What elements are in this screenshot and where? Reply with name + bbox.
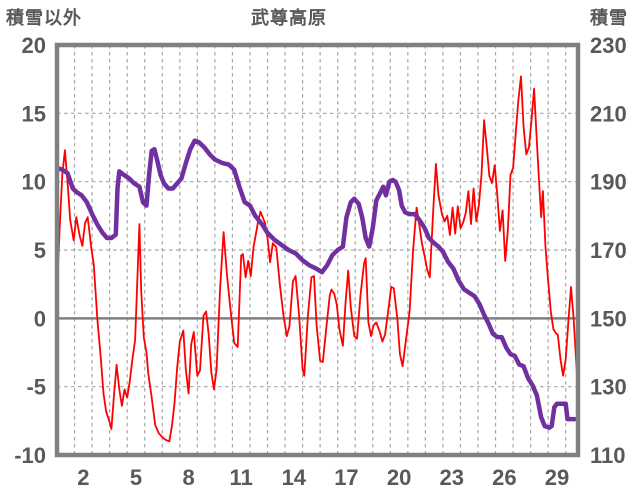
left-axis-tick: -10 <box>14 443 46 468</box>
left-axis-tick: 15 <box>22 101 46 126</box>
x-axis-tick: 11 <box>230 465 253 490</box>
left-axis-title: 積雪以外 <box>6 8 82 28</box>
x-axis-tick: 23 <box>439 465 463 490</box>
x-axis-tick: 17 <box>334 465 358 490</box>
x-axis-tick: 20 <box>387 465 411 490</box>
chart-title: 武尊高原 <box>251 8 327 28</box>
right-axis-tick: 170 <box>590 238 627 263</box>
plot-border <box>54 42 581 458</box>
right-axis-tick: 150 <box>590 306 627 331</box>
x-axis-tick: 8 <box>182 465 194 490</box>
snow-depth-line <box>57 138 577 430</box>
temperature-line <box>57 75 578 443</box>
left-axis-tick: 0 <box>34 306 46 331</box>
right-axis-tick: 110 <box>590 443 626 468</box>
right-axis-tick: 210 <box>590 101 627 126</box>
left-axis-tick: 20 <box>22 33 46 58</box>
x-axis-tick: 5 <box>130 465 142 490</box>
right-axis-title: 積雪 <box>590 8 628 28</box>
x-axis-tick: 26 <box>492 465 516 490</box>
right-axis-tick: 130 <box>590 375 627 400</box>
right-axis-tick: 230 <box>590 33 627 58</box>
left-axis-tick: 10 <box>22 170 46 195</box>
x-axis-tick: 2 <box>77 465 89 490</box>
right-axis-tick: 190 <box>590 170 627 195</box>
left-axis-tick: -5 <box>26 375 46 400</box>
left-axis-tick: 5 <box>34 238 46 263</box>
x-axis-tick: 29 <box>545 465 569 490</box>
x-axis-tick: 14 <box>282 465 307 490</box>
